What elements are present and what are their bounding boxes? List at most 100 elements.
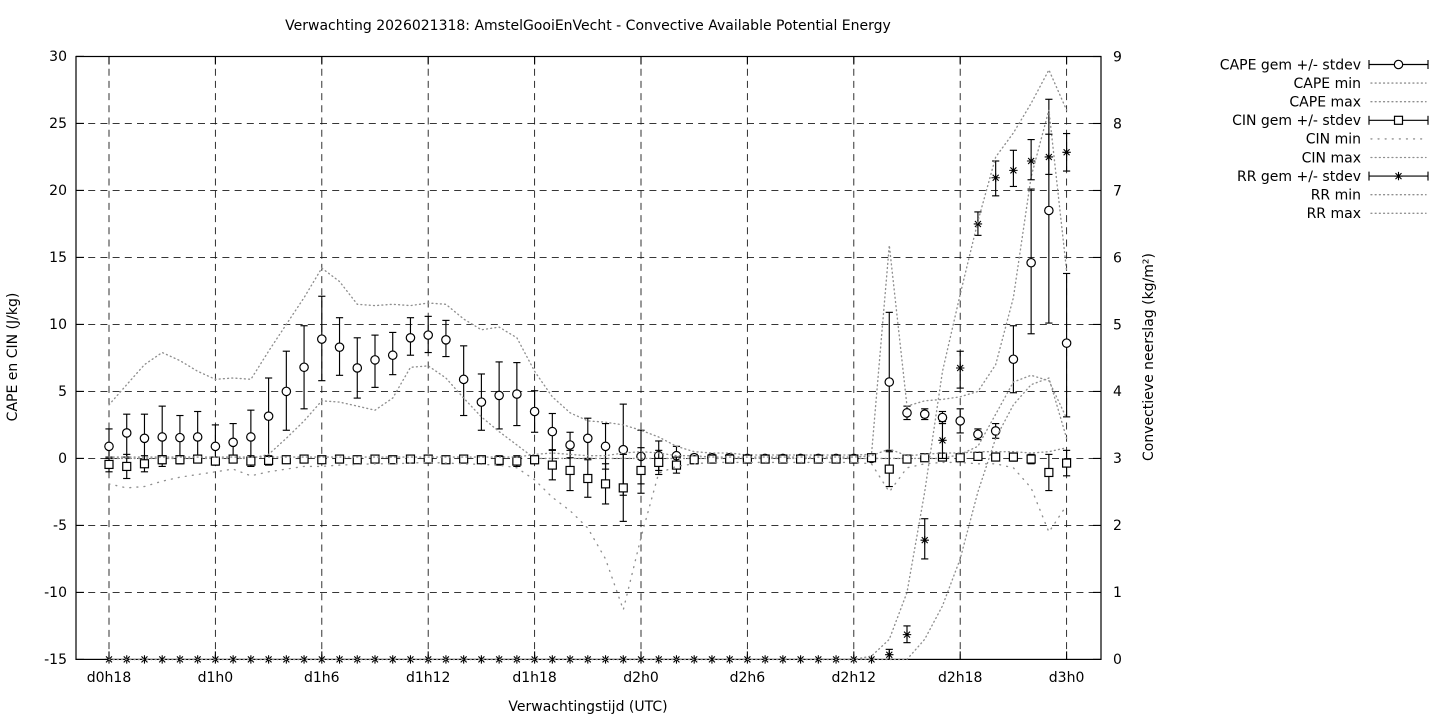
cin-point-marker bbox=[671, 460, 682, 470]
y-right-tick-label: 7 bbox=[1113, 183, 1122, 199]
legend-item: CAPE max bbox=[1289, 95, 1427, 111]
legend: CAPE gem +/- stdev CAPE min CAPE max CIN ge… bbox=[1220, 57, 1429, 222]
x-tick-label: d1h18 bbox=[512, 670, 556, 686]
cape-point-marker bbox=[246, 432, 256, 442]
rr-point-marker bbox=[158, 655, 167, 664]
cin-point-marker bbox=[370, 454, 380, 464]
cin-point-marker bbox=[228, 454, 238, 464]
cape-point-marker bbox=[937, 412, 948, 423]
cin-point-marker bbox=[1061, 458, 1072, 468]
rr-point-marker bbox=[299, 655, 309, 664]
rr-point-marker bbox=[707, 655, 717, 664]
y-right-tick-label: 2 bbox=[1113, 518, 1122, 534]
cape-point-marker bbox=[884, 377, 895, 387]
cape-point-marker bbox=[1008, 354, 1019, 365]
series-cape-gem-stdev bbox=[104, 98, 1072, 496]
cin-point-marker bbox=[707, 454, 717, 464]
y-left-tick-label: 10 bbox=[49, 317, 67, 333]
series-cape-max bbox=[108, 109, 1068, 456]
cin-point-marker bbox=[1026, 454, 1036, 464]
cin-point-marker bbox=[760, 454, 770, 464]
y-right-tick-label: 3 bbox=[1113, 451, 1122, 467]
y-left-tick-label: -5 bbox=[53, 518, 67, 534]
y-left-tick-label: 5 bbox=[58, 384, 67, 400]
cin-point-marker bbox=[317, 455, 327, 465]
cape-point-marker bbox=[902, 408, 912, 418]
rr-point-marker bbox=[565, 655, 575, 664]
cin-point-marker bbox=[246, 456, 256, 466]
cin-point-marker bbox=[139, 459, 150, 469]
cin-point-marker bbox=[157, 455, 167, 465]
minmax-dotted-line bbox=[108, 68, 1068, 661]
rr-point-marker bbox=[388, 655, 397, 664]
cin-point-marker bbox=[299, 454, 309, 464]
cin-point-marker bbox=[122, 461, 132, 472]
cape-point-marker bbox=[512, 389, 522, 399]
legend-item: RR min bbox=[1311, 188, 1427, 204]
series-cin-max bbox=[108, 447, 1068, 458]
cin-point-marker bbox=[423, 454, 433, 464]
legend-item-label: CIN min bbox=[1306, 132, 1361, 148]
cin-point-marker bbox=[725, 454, 735, 464]
cin-point-marker bbox=[884, 464, 894, 474]
x-tick-label: d3h0 bbox=[1049, 670, 1085, 686]
legend-item: RR gem +/- stdev bbox=[1237, 169, 1429, 185]
cape-point-marker bbox=[370, 355, 380, 365]
y-left-tick-label: 0 bbox=[58, 451, 67, 467]
y-right-tick-label: 4 bbox=[1113, 384, 1122, 400]
cin-point-marker bbox=[512, 456, 522, 466]
cin-point-marker bbox=[529, 455, 540, 465]
cape-point-marker bbox=[582, 433, 593, 444]
rr-point-marker bbox=[140, 655, 149, 664]
cin-point-marker bbox=[618, 483, 628, 493]
x-tick-label: d1h6 bbox=[304, 670, 340, 686]
rr-point-marker bbox=[1062, 148, 1071, 157]
cape-point-marker bbox=[263, 411, 274, 421]
cin-point-marker bbox=[813, 454, 823, 464]
series-rr-max bbox=[108, 68, 1068, 661]
rr-point-marker bbox=[867, 655, 876, 664]
y-left-tick-label: -10 bbox=[44, 585, 67, 601]
legend-item-label: CIN max bbox=[1302, 150, 1361, 166]
legend-item-label: CAPE min bbox=[1294, 76, 1362, 92]
minmax-dotted-line bbox=[108, 109, 1068, 456]
rr-point-marker bbox=[725, 655, 734, 664]
cape-point-marker bbox=[919, 409, 930, 419]
cape-point-marker bbox=[458, 374, 469, 385]
cape-point-marker bbox=[565, 440, 575, 450]
rr-point-marker bbox=[1009, 166, 1018, 175]
rr-point-marker bbox=[796, 655, 805, 664]
cape-point-marker bbox=[405, 332, 416, 343]
rr-point-marker bbox=[636, 655, 646, 664]
cin-point-marker bbox=[193, 454, 203, 464]
x-tick-label: d2h6 bbox=[730, 670, 766, 686]
series-cin-min bbox=[108, 461, 1068, 613]
y-right-tick-label: 6 bbox=[1113, 250, 1122, 266]
cape-point-marker bbox=[334, 342, 345, 352]
legend-item-label: CAPE max bbox=[1289, 95, 1361, 111]
cin-point-marker bbox=[547, 460, 557, 470]
legend-item-label: CIN gem +/- stdev bbox=[1232, 113, 1361, 129]
y-left-tick-label: 15 bbox=[49, 250, 67, 266]
series-cin-gem-stdev bbox=[104, 447, 1072, 522]
cin-point-marker bbox=[1044, 467, 1054, 478]
cape-point-marker bbox=[104, 441, 114, 452]
legend-item: CIN min bbox=[1306, 132, 1427, 148]
rr-point-marker bbox=[902, 630, 912, 639]
cin-point-marker bbox=[689, 455, 699, 465]
rr-point-marker bbox=[973, 219, 983, 229]
cape-point-marker bbox=[1026, 257, 1036, 268]
y-left-tick-label: 25 bbox=[49, 116, 67, 132]
rr-point-marker bbox=[548, 655, 557, 664]
y-left-tick-label: 30 bbox=[49, 49, 67, 65]
legend-item: CAPE min bbox=[1294, 76, 1427, 92]
plot-border bbox=[75, 55, 1102, 661]
cin-point-marker bbox=[1008, 452, 1018, 462]
cin-point-marker bbox=[600, 479, 611, 489]
cin-point-marker bbox=[742, 454, 752, 464]
cin-point-marker bbox=[388, 455, 398, 465]
cin-point-marker bbox=[494, 455, 504, 466]
x-axis-label: Verwachtingstijd (UTC) bbox=[508, 699, 667, 715]
x-tick-label: d1h12 bbox=[406, 670, 450, 686]
cin-point-marker bbox=[991, 452, 1001, 462]
